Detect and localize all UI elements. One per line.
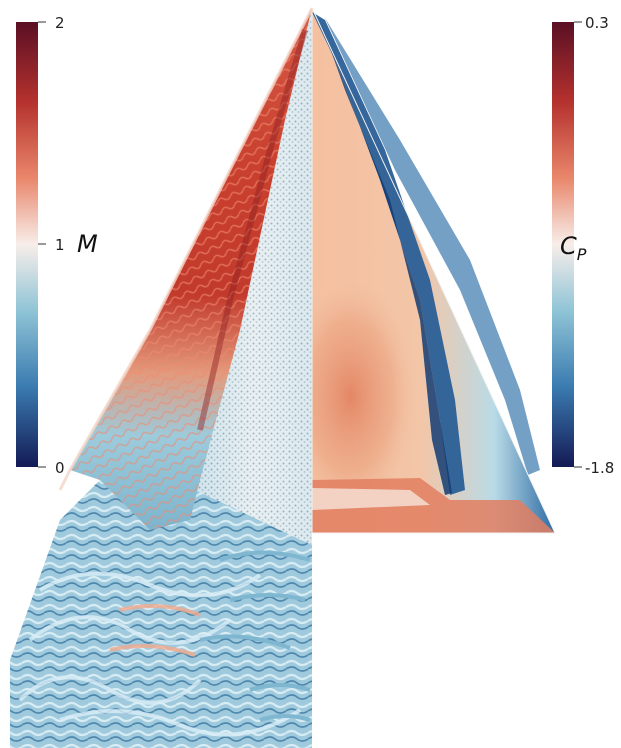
cp-colorbar-gradient bbox=[552, 22, 574, 467]
cp-tick-minus-1-8: -1.8 bbox=[585, 459, 614, 477]
mach-isosurface-panel bbox=[10, 7, 314, 748]
vortex-core-streak bbox=[197, 29, 308, 431]
mach-colorbar-gradient bbox=[16, 22, 38, 467]
mach-symbol: M bbox=[77, 230, 98, 258]
mach-tick-1: 1 bbox=[55, 236, 65, 254]
mach-colorbar: 2 1 0 M bbox=[16, 14, 98, 477]
inner-light-overlay bbox=[195, 8, 312, 545]
primary-vortex-ridges bbox=[70, 8, 312, 530]
mach-tick-0: 0 bbox=[55, 459, 65, 477]
cp-outer-band bbox=[325, 18, 540, 475]
leading-edge-highlight bbox=[58, 7, 314, 491]
wake-scattered-tubes bbox=[199, 550, 311, 722]
wake-orange-tubes bbox=[109, 604, 201, 657]
cp-symbol-main: C bbox=[560, 232, 577, 260]
cp-red-region bbox=[312, 270, 440, 500]
cp-primary-vortex-band bbox=[312, 12, 465, 495]
cp-symbol: CP bbox=[560, 232, 587, 264]
cp-tick-0-3: 0.3 bbox=[585, 14, 609, 32]
cp-trailing-edge-light bbox=[312, 488, 430, 510]
cp-symbol-subscript: P bbox=[577, 245, 587, 264]
wake-tube-strands bbox=[18, 571, 302, 737]
cp-secondary-band bbox=[320, 20, 452, 495]
cp-colorbar: 0.3 -1.8 CP bbox=[552, 14, 614, 477]
cp-surface-panel bbox=[311, 7, 556, 534]
mach-tick-2: 2 bbox=[55, 14, 65, 32]
